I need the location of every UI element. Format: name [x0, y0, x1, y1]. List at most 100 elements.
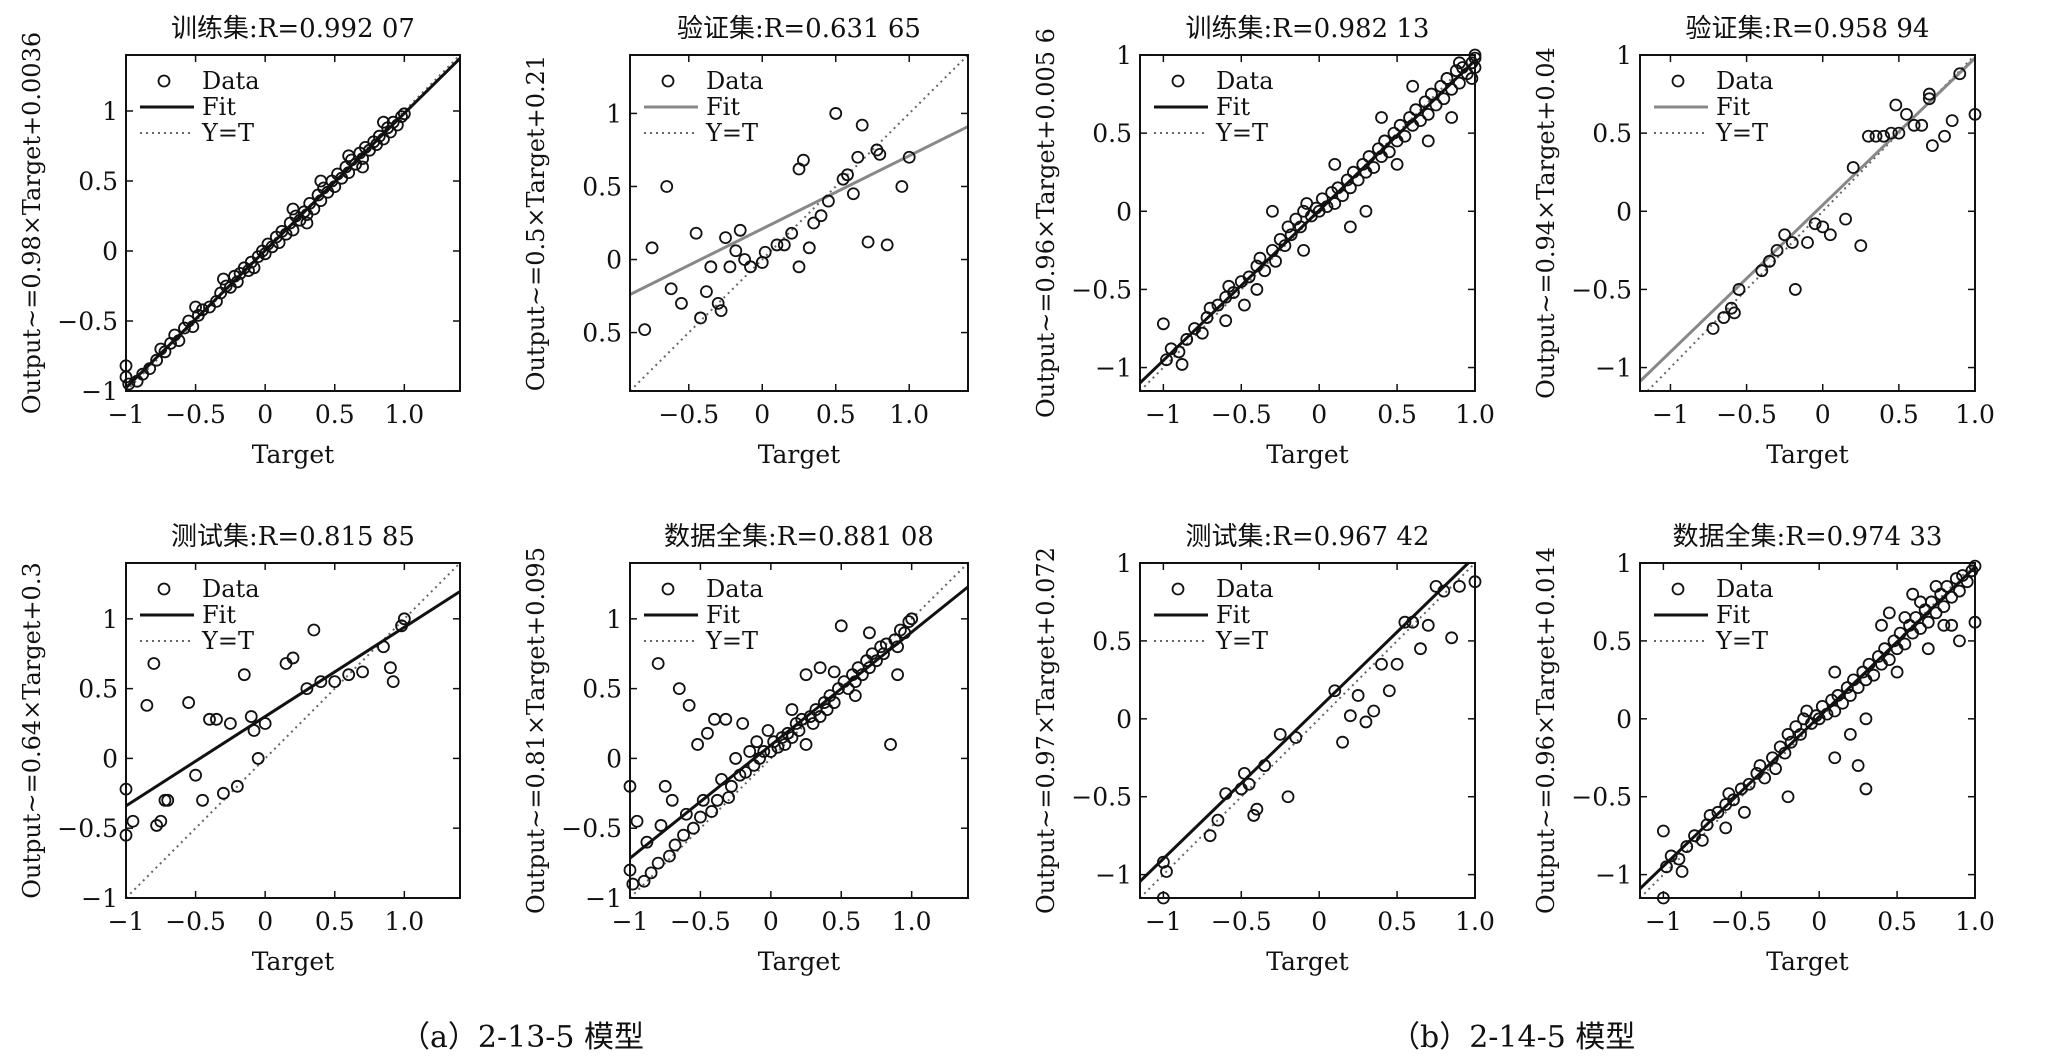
- data-point: [770, 238, 784, 252]
- data-point: [1846, 161, 1860, 174]
- data-point: [660, 180, 674, 193]
- data-point: [821, 194, 835, 208]
- data-point: [1940, 579, 1954, 593]
- data-point: [905, 612, 919, 626]
- x-tick-label: −1: [1645, 907, 1682, 936]
- y-tick-label: 0: [1116, 705, 1132, 734]
- data-point: [827, 696, 841, 709]
- data-point: [230, 779, 244, 793]
- data-point: [1794, 727, 1807, 741]
- data-point: [711, 296, 725, 310]
- x-tick-label: 0: [257, 400, 273, 429]
- data-point: [1929, 579, 1943, 593]
- x-tick-label: −0.5: [658, 400, 719, 429]
- data-point: [1892, 126, 1906, 140]
- data-point: [1266, 204, 1279, 218]
- data-point: [658, 779, 672, 793]
- axes-frame: [629, 54, 969, 392]
- data-point: [244, 710, 258, 723]
- data-point: [1359, 715, 1373, 729]
- data-point: [1763, 254, 1776, 268]
- y-tick-label: 0.5: [78, 167, 118, 196]
- data-point: [645, 241, 659, 255]
- data-point: [863, 661, 876, 675]
- x-tick-label: 1.0: [384, 907, 424, 936]
- data-point: [855, 668, 869, 682]
- data-point: [626, 877, 640, 891]
- legend-label: Data: [1216, 575, 1274, 603]
- data-point: [1269, 254, 1282, 268]
- data-point: [1390, 657, 1404, 671]
- data-point: [848, 689, 862, 703]
- data-point: [640, 835, 654, 849]
- data-point: [1906, 587, 1920, 601]
- data-point: [696, 793, 710, 807]
- data-point: [1398, 129, 1412, 143]
- data-point: [1675, 865, 1689, 878]
- legend-label: Y=T: [1715, 627, 1768, 655]
- data-point: [1869, 129, 1883, 143]
- data-point: [870, 654, 883, 668]
- data-point: [1247, 809, 1261, 822]
- reference-line-y-equals-t: [1639, 562, 1976, 899]
- data-point: [1445, 111, 1459, 124]
- data-point: [1453, 56, 1466, 70]
- data-point: [1297, 243, 1311, 257]
- legend-label: Data: [1716, 575, 1774, 603]
- data-point: [377, 640, 390, 654]
- y-tick-label: 0: [102, 744, 118, 773]
- legend-label: Y=T: [705, 627, 758, 655]
- reference-line-y-equals-t: [1139, 562, 1476, 899]
- y-axis-label: Output~=0.96×Target+0.014: [1532, 547, 1560, 914]
- data-point: [1156, 317, 1170, 331]
- y-tick-label: −0.5: [1071, 275, 1132, 304]
- data-point: [747, 758, 761, 772]
- data-point: [1862, 657, 1876, 671]
- data-point: [744, 260, 757, 274]
- data-point: [729, 244, 743, 258]
- chart-a-test: 测试集:R=0.815 85 −1 −0.5 0 0.5 1.0 −1 −0.5 0 0.5 1 Ta…: [18, 522, 461, 976]
- data-point: [1656, 824, 1670, 838]
- data-point: [1711, 805, 1725, 819]
- y-tick-label: 0: [102, 237, 118, 266]
- data-point: [841, 168, 854, 182]
- data-point: [834, 619, 848, 633]
- y-tick-label: 0.5: [78, 675, 118, 704]
- data-point: [1839, 212, 1852, 226]
- data-point: [750, 735, 764, 749]
- data-point: [356, 160, 369, 174]
- axes-frame: [1139, 562, 1476, 899]
- fit-line: [1638, 57, 1977, 383]
- data-point: [682, 698, 696, 712]
- data-point: [1375, 657, 1388, 671]
- data-point: [668, 838, 682, 852]
- data-point: [1242, 270, 1256, 284]
- y-tick-label: 0: [1116, 197, 1132, 226]
- data-point: [1843, 689, 1857, 702]
- data-point: [1390, 157, 1404, 171]
- fit-line: [629, 125, 969, 296]
- reference-line-y-equals-t: [125, 562, 461, 899]
- x-axis-label: Target: [1266, 947, 1348, 976]
- data-point: [1877, 129, 1891, 143]
- data-point: [806, 717, 820, 730]
- data-point: [679, 807, 693, 821]
- data-point: [781, 726, 795, 740]
- data-point: [384, 661, 397, 675]
- x-tick-label: 1.0: [1955, 907, 1995, 936]
- data-point: [223, 717, 237, 730]
- data-point: [1336, 735, 1349, 749]
- data-point: [1382, 145, 1396, 159]
- data-point: [1937, 600, 1951, 614]
- y-tick-label: 1: [1116, 549, 1132, 578]
- x-tick-label: −0.5: [1211, 400, 1272, 429]
- data-point: [300, 216, 314, 230]
- data-point: [777, 238, 791, 252]
- data-point: [342, 149, 356, 163]
- data-point: [1328, 684, 1342, 698]
- data-point: [846, 187, 860, 201]
- x-tick-label: 0: [1815, 400, 1831, 429]
- data-point: [1343, 181, 1357, 195]
- data-point: [189, 300, 202, 314]
